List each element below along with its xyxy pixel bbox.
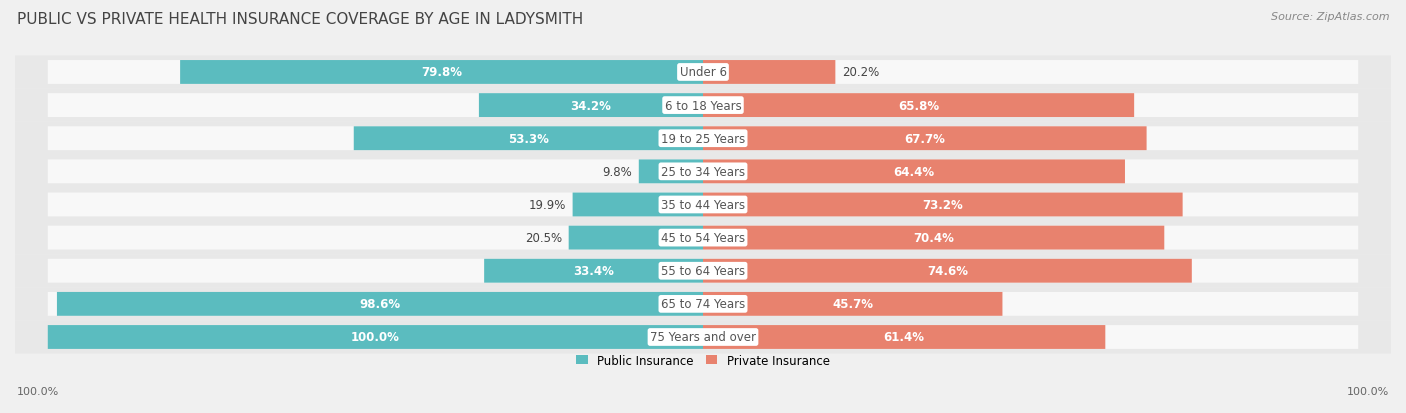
Text: 65.8%: 65.8%: [898, 100, 939, 112]
Text: 20.2%: 20.2%: [842, 66, 879, 79]
FancyBboxPatch shape: [703, 325, 1105, 349]
Text: 74.6%: 74.6%: [927, 265, 967, 278]
Text: 64.4%: 64.4%: [893, 166, 935, 178]
Text: 6 to 18 Years: 6 to 18 Years: [665, 100, 741, 112]
FancyBboxPatch shape: [703, 259, 1192, 283]
Text: 9.8%: 9.8%: [603, 166, 633, 178]
FancyBboxPatch shape: [703, 127, 1147, 151]
Text: 67.7%: 67.7%: [904, 133, 945, 145]
Text: 75 Years and over: 75 Years and over: [650, 331, 756, 344]
FancyBboxPatch shape: [703, 193, 1182, 217]
FancyBboxPatch shape: [48, 226, 1358, 250]
Text: 55 to 64 Years: 55 to 64 Years: [661, 265, 745, 278]
Text: 100.0%: 100.0%: [1347, 387, 1389, 396]
Text: 25 to 34 Years: 25 to 34 Years: [661, 166, 745, 178]
Text: 55 to 64 Years: 55 to 64 Years: [661, 265, 745, 278]
FancyBboxPatch shape: [568, 226, 703, 250]
Legend: Public Insurance, Private Insurance: Public Insurance, Private Insurance: [571, 349, 835, 372]
FancyBboxPatch shape: [48, 61, 1358, 85]
FancyBboxPatch shape: [15, 122, 1391, 155]
FancyBboxPatch shape: [48, 94, 1358, 118]
Text: 45 to 54 Years: 45 to 54 Years: [661, 232, 745, 244]
FancyBboxPatch shape: [703, 292, 1002, 316]
FancyBboxPatch shape: [354, 127, 703, 151]
FancyBboxPatch shape: [15, 254, 1391, 287]
Text: Source: ZipAtlas.com: Source: ZipAtlas.com: [1271, 12, 1389, 22]
FancyBboxPatch shape: [484, 259, 703, 283]
FancyBboxPatch shape: [48, 325, 1358, 349]
Text: 75 Years and over: 75 Years and over: [650, 331, 756, 344]
FancyBboxPatch shape: [703, 94, 1135, 118]
FancyBboxPatch shape: [15, 89, 1391, 122]
FancyBboxPatch shape: [703, 226, 1164, 250]
FancyBboxPatch shape: [15, 287, 1391, 320]
Text: 65 to 74 Years: 65 to 74 Years: [661, 298, 745, 311]
Text: 70.4%: 70.4%: [914, 232, 955, 244]
Text: Under 6: Under 6: [679, 66, 727, 79]
FancyBboxPatch shape: [56, 292, 703, 316]
FancyBboxPatch shape: [15, 188, 1391, 221]
Text: 73.2%: 73.2%: [922, 199, 963, 211]
FancyBboxPatch shape: [48, 193, 1358, 217]
Text: PUBLIC VS PRIVATE HEALTH INSURANCE COVERAGE BY AGE IN LADYSMITH: PUBLIC VS PRIVATE HEALTH INSURANCE COVER…: [17, 12, 583, 27]
FancyBboxPatch shape: [48, 160, 1358, 184]
FancyBboxPatch shape: [15, 221, 1391, 254]
Text: 25 to 34 Years: 25 to 34 Years: [661, 166, 745, 178]
Text: 79.8%: 79.8%: [420, 66, 463, 79]
FancyBboxPatch shape: [15, 320, 1391, 354]
Text: 19.9%: 19.9%: [529, 199, 567, 211]
Text: 19 to 25 Years: 19 to 25 Years: [661, 133, 745, 145]
Text: 19 to 25 Years: 19 to 25 Years: [661, 133, 745, 145]
FancyBboxPatch shape: [479, 94, 703, 118]
Text: 6 to 18 Years: 6 to 18 Years: [665, 100, 741, 112]
Text: 100.0%: 100.0%: [17, 387, 59, 396]
Text: 35 to 44 Years: 35 to 44 Years: [661, 199, 745, 211]
FancyBboxPatch shape: [180, 61, 703, 85]
Text: 100.0%: 100.0%: [352, 331, 399, 344]
Text: Under 6: Under 6: [679, 66, 727, 79]
FancyBboxPatch shape: [48, 127, 1358, 151]
Text: 53.3%: 53.3%: [508, 133, 548, 145]
FancyBboxPatch shape: [48, 325, 703, 349]
Text: 45.7%: 45.7%: [832, 298, 873, 311]
FancyBboxPatch shape: [15, 155, 1391, 188]
Text: 33.4%: 33.4%: [574, 265, 614, 278]
FancyBboxPatch shape: [703, 61, 835, 85]
FancyBboxPatch shape: [48, 259, 1358, 283]
Text: 34.2%: 34.2%: [571, 100, 612, 112]
FancyBboxPatch shape: [638, 160, 703, 184]
Text: 65 to 74 Years: 65 to 74 Years: [661, 298, 745, 311]
Text: 98.6%: 98.6%: [360, 298, 401, 311]
FancyBboxPatch shape: [48, 292, 1358, 316]
FancyBboxPatch shape: [15, 56, 1391, 89]
Text: 20.5%: 20.5%: [524, 232, 562, 244]
Text: 45 to 54 Years: 45 to 54 Years: [661, 232, 745, 244]
Text: 61.4%: 61.4%: [883, 331, 925, 344]
FancyBboxPatch shape: [572, 193, 703, 217]
FancyBboxPatch shape: [703, 160, 1125, 184]
Text: 35 to 44 Years: 35 to 44 Years: [661, 199, 745, 211]
